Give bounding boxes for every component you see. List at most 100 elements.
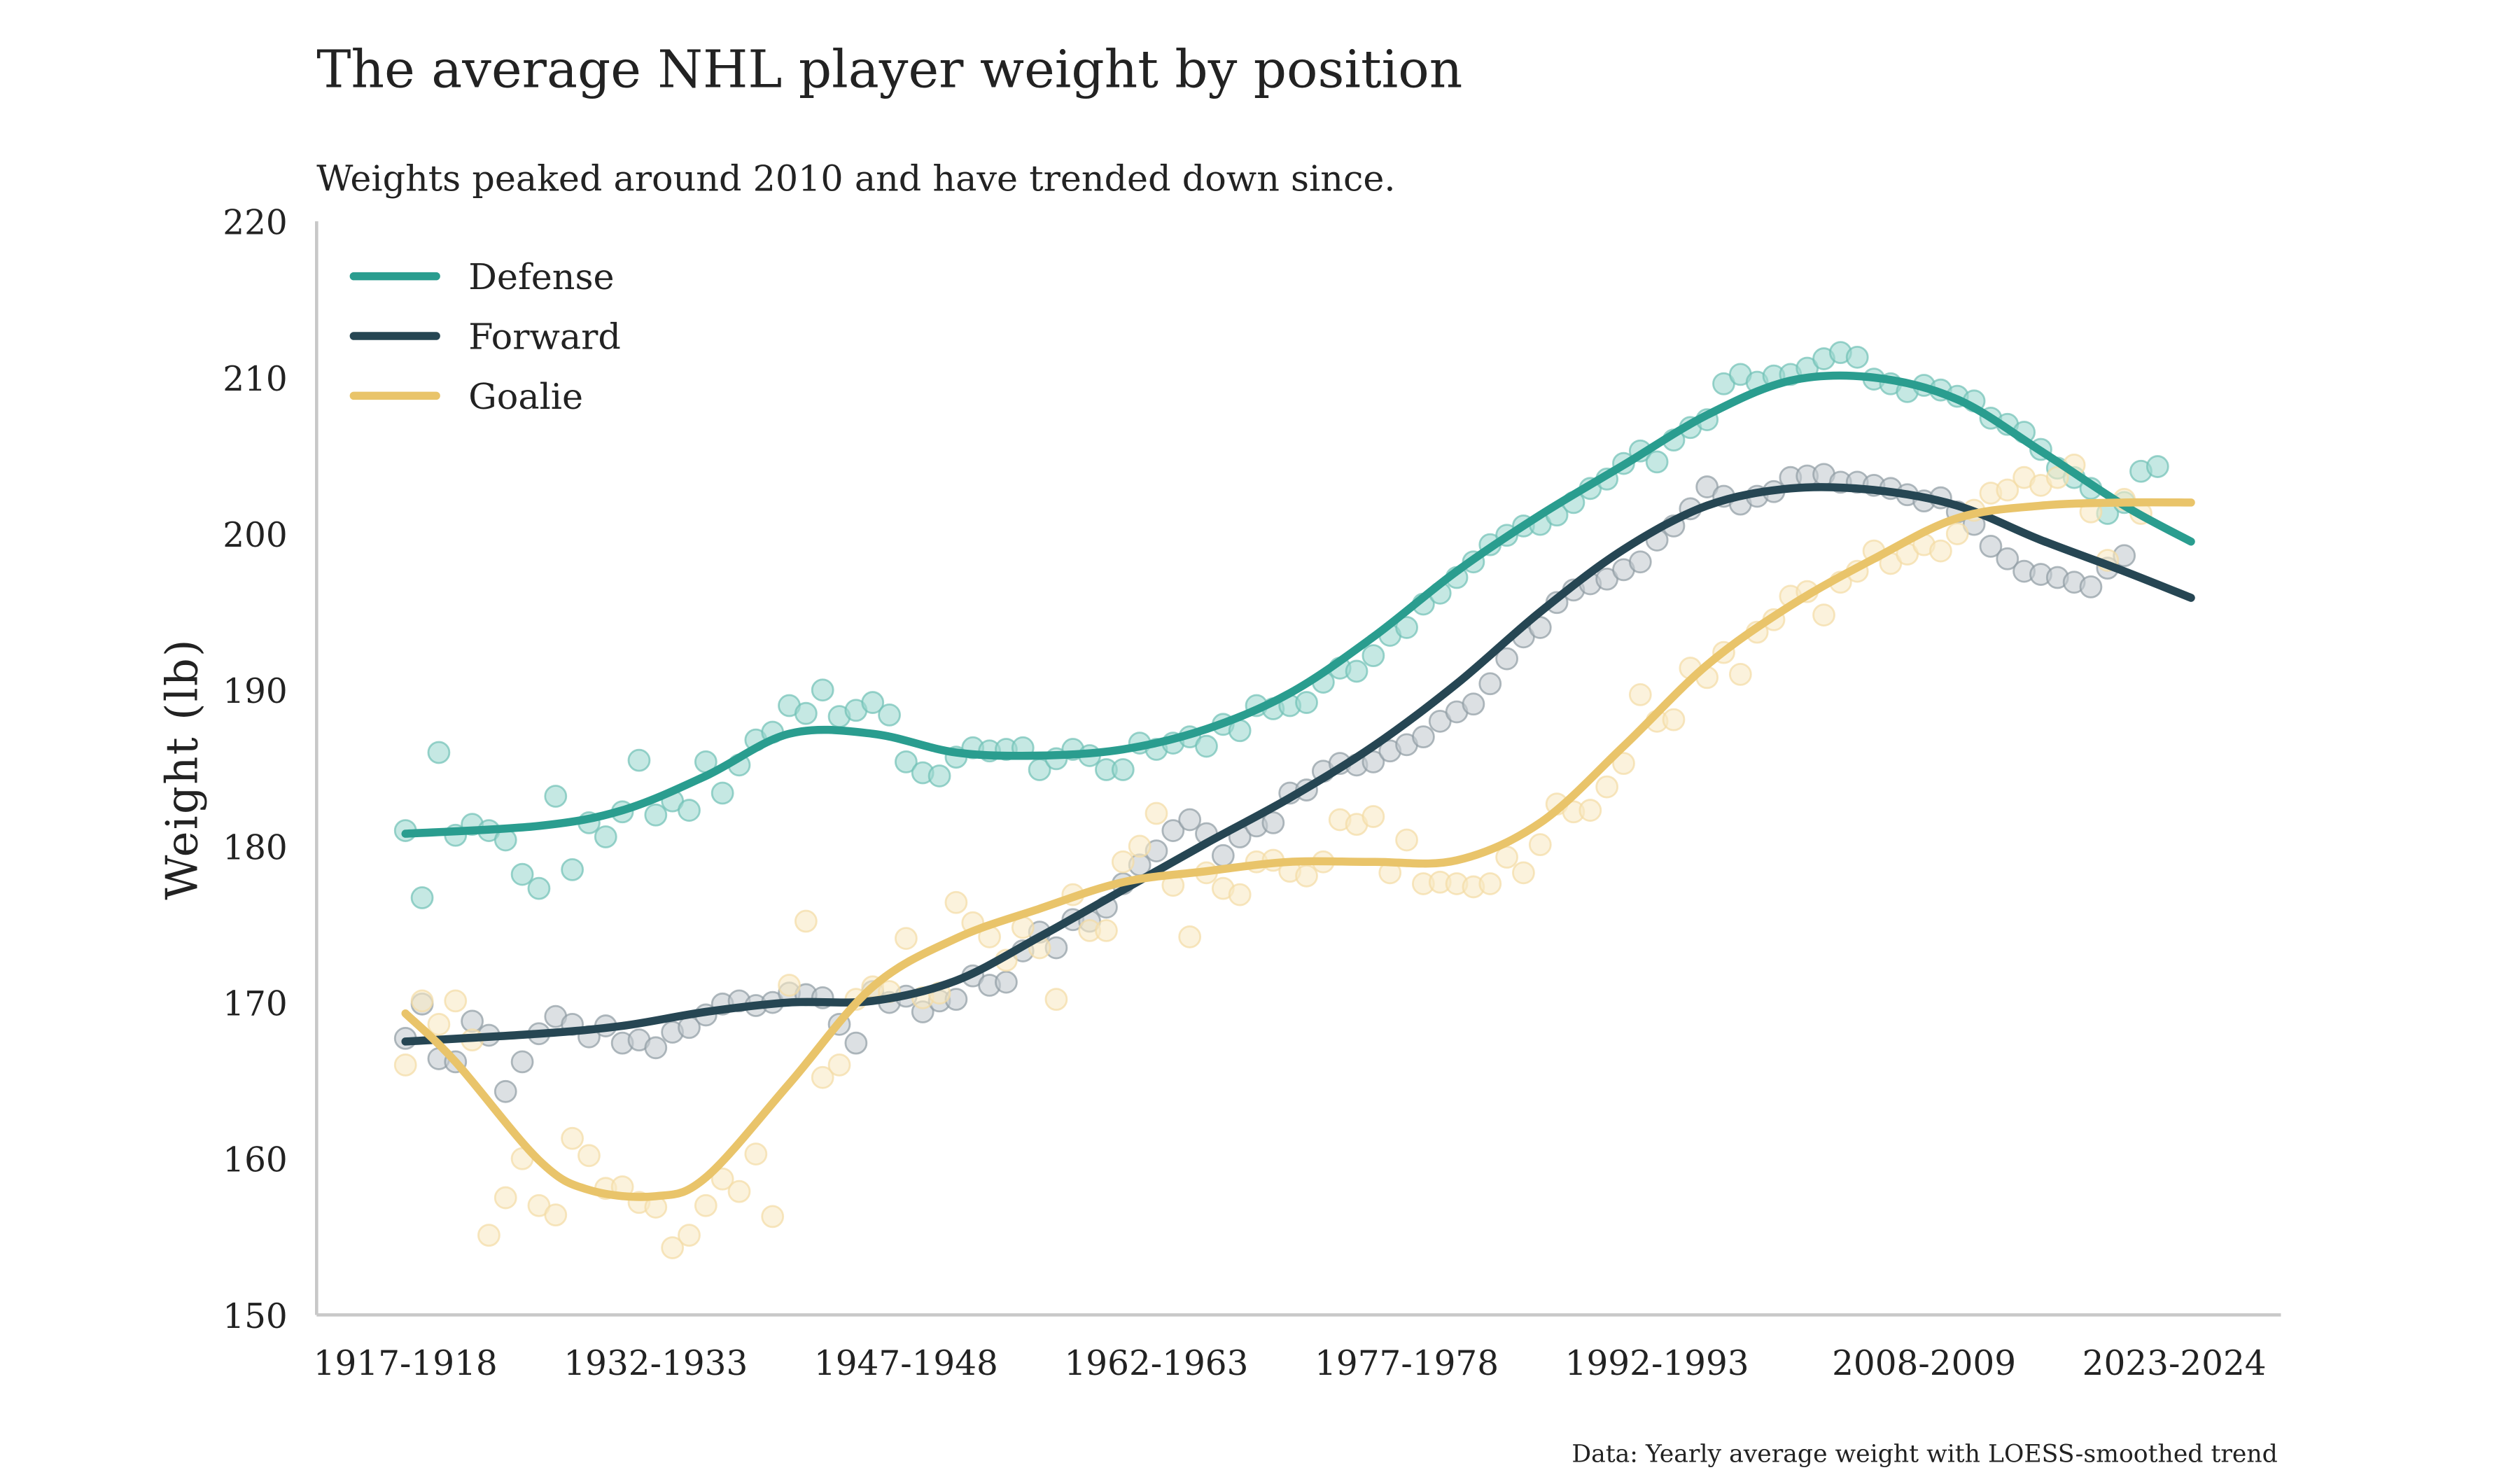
goalie-point [2045,465,2069,489]
goalie-point [1996,478,2019,502]
forward-point [1261,811,1285,834]
goalie-point [1111,850,1135,874]
goalie-point [1362,805,1385,828]
goalie-point [778,974,801,997]
forward-point [1211,844,1235,867]
forward-point [510,1050,534,1074]
caption: Data: Yearly average weight with LOESS-s… [1572,1440,2277,1468]
x-tick-label: 1947-1948 [814,1344,998,1383]
chart-title: The average NHL player weight by positio… [316,40,1462,100]
trend-lines [401,371,2195,1201]
y-tick-label: 170 [223,985,287,1024]
goalie-point [710,1167,734,1191]
goalie-point [1128,834,1152,858]
legend: Defense Forward Goalie [349,256,621,417]
goalie-point [1528,833,1552,857]
forward-point [1478,672,1502,696]
forward-point [995,970,1018,994]
goalie-point [410,989,434,1013]
goalie-point [694,1194,718,1217]
forward-point [1996,547,2019,570]
defense-point [895,750,918,774]
defense-trend-line [401,371,2195,838]
y-tick-label: 200 [223,516,287,555]
defense-point [527,876,551,900]
x-tick-label: 1992-1993 [1565,1344,1749,1383]
goalie-point [1095,919,1118,942]
x-tick-label: 1917-1918 [314,1344,498,1383]
goalie-point [944,890,968,914]
defense-point [1362,644,1385,667]
forward-point [1628,550,1652,574]
x-tick-label: 2008-2009 [1832,1344,2016,1383]
defense-point [1195,734,1218,758]
goalie-trend-line [401,498,2195,1201]
goalie-point [1512,861,1535,885]
goalie-point [1929,539,1952,563]
goalie-point [1812,603,1835,626]
goalie-point [493,1186,517,1210]
legend-label-goalie: Goalie [468,376,583,417]
defense-point [1345,659,1368,683]
defense-point [644,803,668,827]
goalie-point [1478,872,1502,895]
defense-point [561,858,584,881]
y-axis-label: Weight (lb) [157,638,208,899]
y-tick-label: 160 [223,1141,287,1180]
defense-point [811,678,834,702]
forward-point [1362,750,1385,774]
goalie-point [393,1053,417,1077]
x-tick-label: 2023-2024 [2082,1344,2267,1383]
defense-point [878,704,901,727]
y-ticks: 150 160 170 180 190 200 210 220 [223,204,287,1336]
goalie-point [1144,802,1168,825]
goalie-point [444,989,468,1013]
defense-point [1845,345,1869,369]
goalie-point [1395,828,1418,852]
goalie-point [678,1224,701,1247]
goalie-point [427,1012,451,1036]
chart-subtitle: Weights peaked around 2010 and have tren… [316,158,1395,199]
goalie-point [761,1205,785,1228]
goalie-point [1228,883,1252,906]
defense-point [678,799,701,822]
forward-point [1412,725,1435,749]
goalie-point [727,1180,751,1203]
goalie-point [1578,799,1602,822]
defense-point [1395,616,1418,639]
forward-point [1161,819,1185,842]
goalie-point [477,1224,500,1247]
goalie-point [1945,522,1969,545]
defense-point [1645,450,1669,474]
forward-point [644,1036,668,1060]
forward-point [1495,647,1518,671]
defense-point [594,825,617,848]
y-tick-label: 150 [223,1297,287,1336]
legend-label-forward: Forward [468,316,621,357]
y-tick-label: 210 [223,360,287,399]
defense-point [1111,758,1135,781]
legend-label-defense: Defense [468,256,614,298]
goalie-point [827,1053,851,1077]
goalie-point [744,1142,768,1166]
defense-point [627,748,651,772]
goalie-point [1178,925,1202,948]
defense-point [427,741,451,764]
x-tick-label: 1977-1978 [1315,1344,1499,1383]
y-tick-label: 220 [223,204,287,243]
defense-point [710,781,734,805]
defense-point [410,886,434,909]
goalie-point [578,1144,601,1168]
defense-point [794,701,818,725]
goalie-point [1662,708,1686,732]
forward-point [1462,692,1485,716]
goalie-point [1628,683,1652,706]
goalie-point [895,927,918,950]
forward-point [844,1031,868,1055]
goalie-point [661,1236,685,1259]
forward-point [493,1079,517,1103]
forward-trend-line [401,483,2195,1046]
goalie-point [1612,752,1635,775]
forward-point [2079,575,2103,598]
